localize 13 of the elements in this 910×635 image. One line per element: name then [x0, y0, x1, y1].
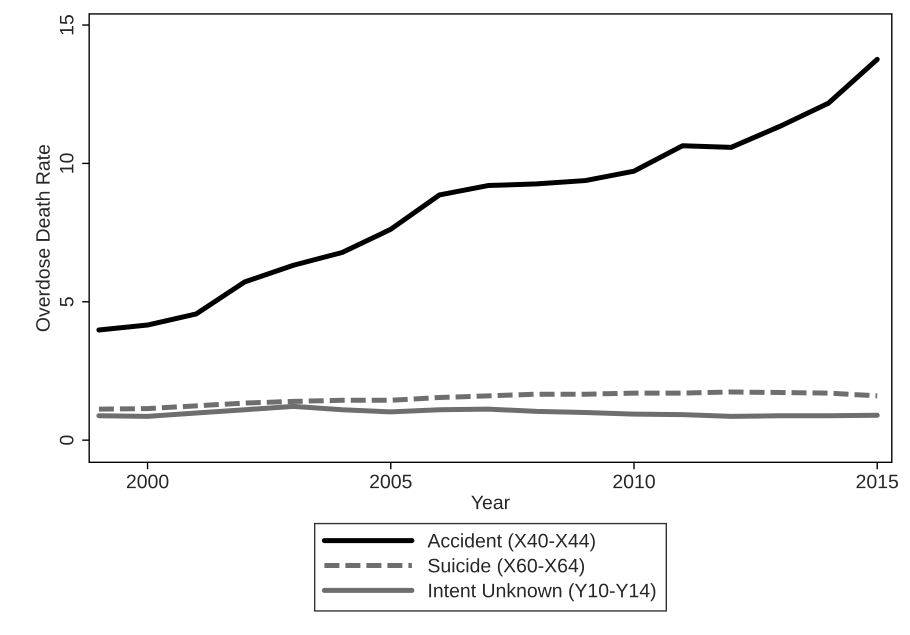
legend-label: Accident (X40-X44)	[427, 533, 595, 552]
y-tick-label: 10	[60, 153, 74, 173]
x-tick-label: 2000	[126, 474, 168, 488]
y-tick-label: 15	[60, 15, 74, 34]
y-tick-label: 5	[60, 297, 74, 306]
legend-label: Intent Unknown (Y10-Y14)	[429, 583, 656, 602]
x-axis-title: Year	[471, 496, 510, 510]
y-axis-title: Overdose Death Rate	[36, 144, 50, 332]
x-tick-label: 2005	[370, 474, 412, 488]
x-tick-label: 2015	[856, 474, 898, 488]
x-tick-label: 2010	[613, 474, 655, 488]
y-tick-label: 0	[60, 435, 74, 445]
legend-label: Suicide (X60-X64)	[428, 558, 584, 576]
